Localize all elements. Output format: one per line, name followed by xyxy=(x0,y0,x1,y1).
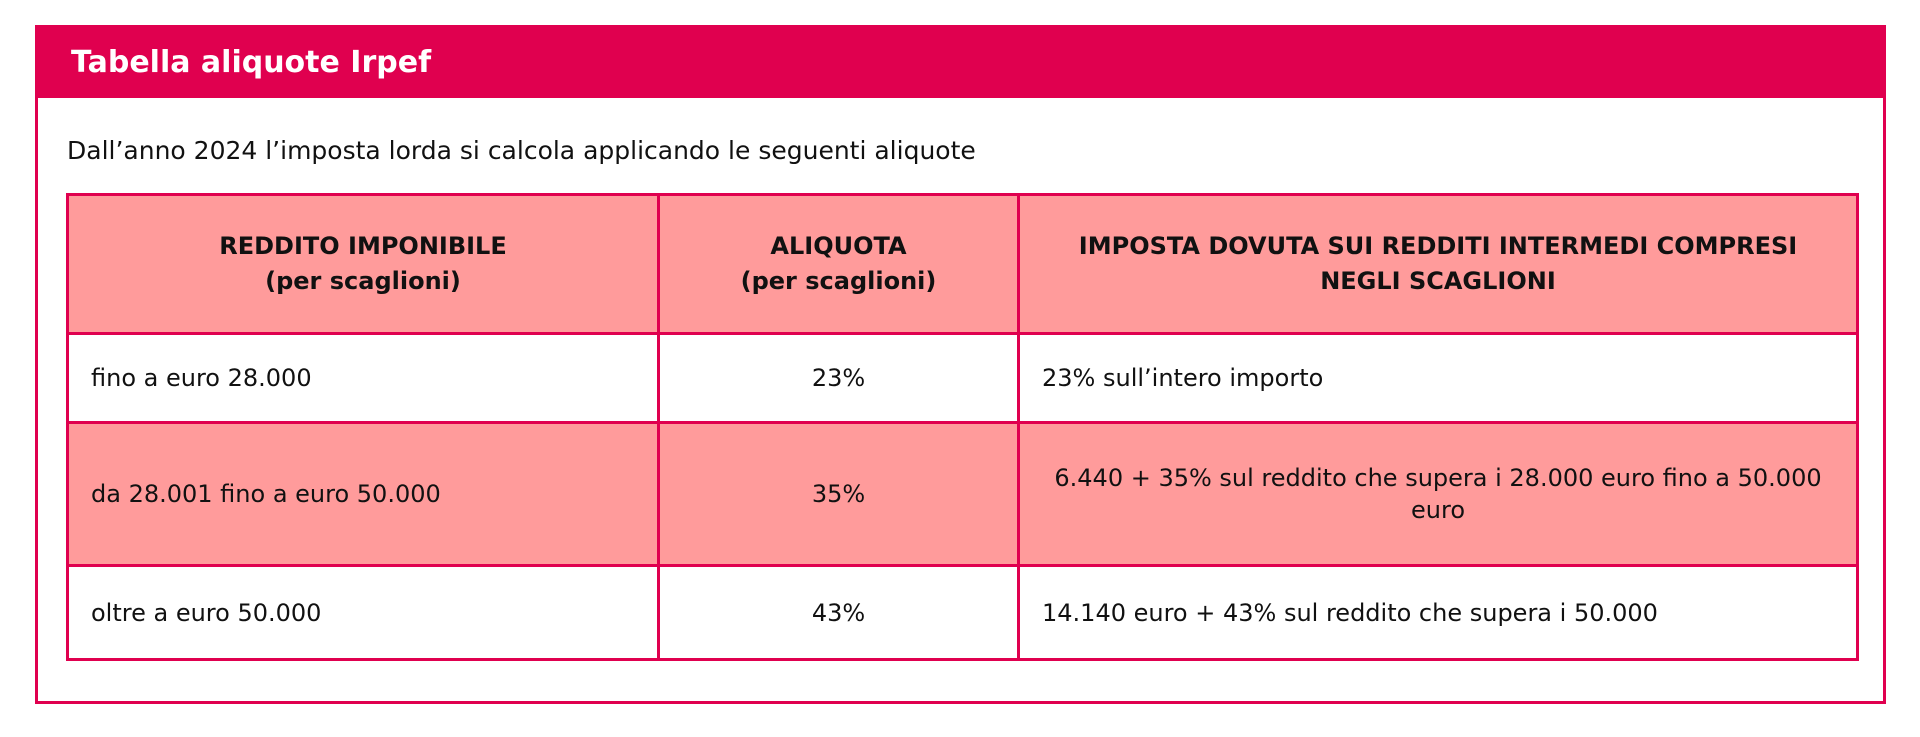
table-row: da 28.001 fino a euro 50.000 35% 6.440 +… xyxy=(66,421,1859,567)
cell-income: fino a euro 28.000 xyxy=(66,332,660,424)
cell-income: da 28.001 fino a euro 50.000 xyxy=(66,421,660,567)
cell-tax: 14.140 euro + 43% sul reddito che supera… xyxy=(1017,564,1859,661)
irpef-rates-card: Tabella aliquote Irpef Dall’anno 2024 l’… xyxy=(35,25,1886,704)
irpef-rates-table: REDDITO IMPONIBILE (per scaglioni) ALIQU… xyxy=(66,193,1859,661)
cell-income: oltre a euro 50.000 xyxy=(66,564,660,661)
column-header-line: REDDITO IMPONIBILE xyxy=(219,232,507,260)
cell-tax: 23% sull’intero importo xyxy=(1017,332,1859,424)
column-header-subline: (per scaglioni) xyxy=(740,267,937,295)
table-row: oltre a euro 50.000 43% 14.140 euro + 43… xyxy=(66,564,1859,661)
intro-text: Dall’anno 2024 l’imposta lorda si calcol… xyxy=(67,136,976,165)
table-row: fino a euro 28.000 23% 23% sull’intero i… xyxy=(66,332,1859,424)
column-header-subline: (per scaglioni) xyxy=(265,267,461,295)
table-header-row: REDDITO IMPONIBILE (per scaglioni) ALIQU… xyxy=(66,193,1859,335)
column-header-line: IMPOSTA DOVUTA SUI REDDITI INTERMEDI COM… xyxy=(1078,232,1798,295)
column-header-line: ALIQUOTA xyxy=(770,232,907,260)
cell-rate: 35% xyxy=(657,421,1020,567)
column-header-tax-due: IMPOSTA DOVUTA SUI REDDITI INTERMEDI COM… xyxy=(1017,193,1859,335)
column-header-taxable-income: REDDITO IMPONIBILE (per scaglioni) xyxy=(66,193,660,335)
column-header-rate: ALIQUOTA (per scaglioni) xyxy=(657,193,1020,335)
cell-tax: 6.440 + 35% sul reddito che supera i 28.… xyxy=(1017,421,1859,567)
cell-rate: 23% xyxy=(657,332,1020,424)
card-title: Tabella aliquote Irpef xyxy=(38,28,1883,98)
cell-rate: 43% xyxy=(657,564,1020,661)
